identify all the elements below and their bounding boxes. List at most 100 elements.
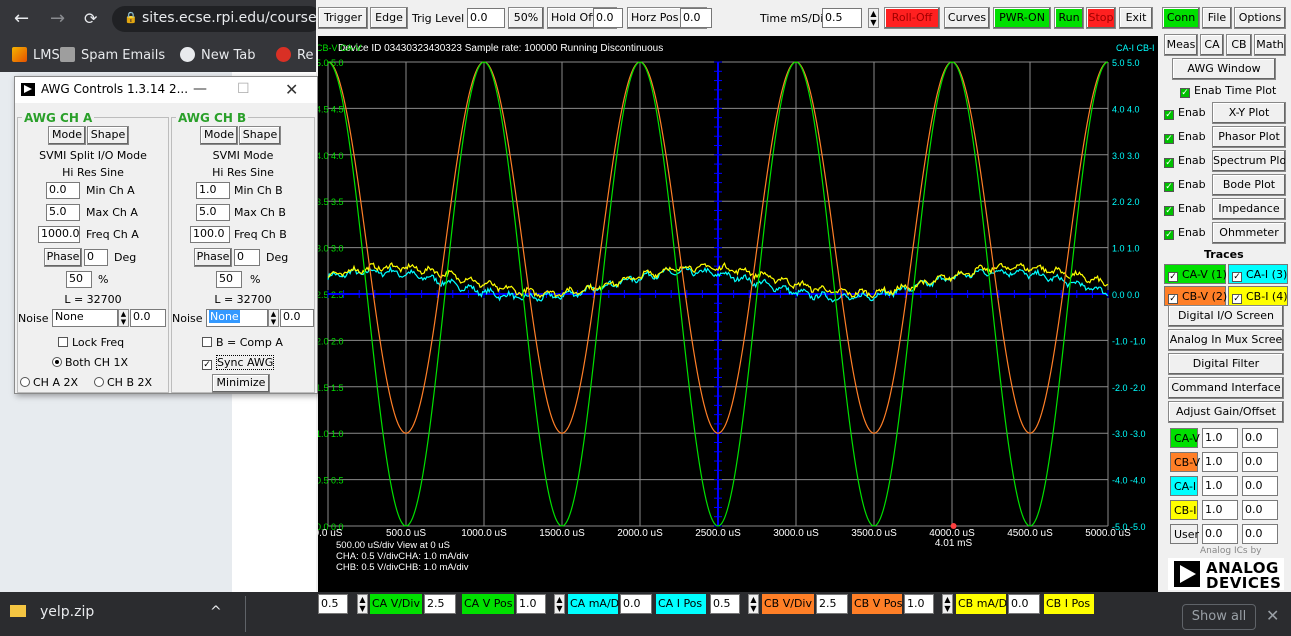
awg-title-bar[interactable]: AWG Controls 1.3.14 2... — ☐ ✕: [15, 77, 317, 103]
enab-checkbox-2[interactable]: ✓ Enab: [1164, 154, 1206, 168]
minimize-button[interactable]: Minimize: [212, 374, 270, 393]
reload-icon[interactable]: ⟳: [84, 9, 98, 28]
back-icon[interactable]: ←: [14, 8, 30, 29]
chevron-up-icon[interactable]: ^: [210, 604, 222, 620]
chb-phase-button[interactable]: Phase: [194, 248, 232, 267]
time-div-spinner[interactable]: ▲ ▼: [868, 8, 879, 28]
tab-file[interactable]: File: [1202, 7, 1232, 29]
awg-window-button[interactable]: AWG Window: [1172, 58, 1276, 80]
tool-button-3[interactable]: Command Interface: [1168, 377, 1284, 399]
lock-freq-checkbox[interactable]: Lock Freq: [58, 336, 124, 349]
bookmark-spam[interactable]: Spam Emails: [60, 47, 165, 63]
offset-input-0[interactable]: 0.0: [1242, 428, 1278, 448]
gain-input-2[interactable]: 1.0: [1202, 476, 1238, 496]
tab-ca[interactable]: CA: [1200, 34, 1224, 56]
maximize-icon[interactable]: ☐: [237, 81, 250, 97]
plot-button-3[interactable]: Bode Plot: [1212, 174, 1286, 196]
stop-button[interactable]: Stop: [1086, 7, 1116, 29]
cb-ipos-input[interactable]: 0.0: [1008, 594, 1040, 614]
cb-idiv-input[interactable]: 1.0: [904, 594, 934, 614]
trace-cb-v-checkbox[interactable]: ✓ CB-V (2): [1164, 286, 1227, 306]
download-item[interactable]: yelp.zip ^: [10, 604, 222, 620]
cha-freq-input[interactable]: 1000.0: [38, 226, 80, 243]
minimize-icon[interactable]: —: [193, 81, 207, 97]
forward-icon[interactable]: →: [50, 8, 66, 29]
gain-input-1[interactable]: 1.0: [1202, 452, 1238, 472]
cha-noise-spinner[interactable]: ▲ ▼: [118, 309, 129, 327]
ca-vdiv-input[interactable]: 0.5: [318, 594, 348, 614]
trig-level-input[interactable]: 0.0: [467, 8, 505, 28]
chb-mode-button[interactable]: Mode: [200, 126, 238, 145]
cha-noise-input[interactable]: 0.0: [130, 309, 166, 327]
chb-freq-input[interactable]: 100.0: [190, 226, 230, 243]
chb-phase-input[interactable]: 0: [234, 249, 260, 266]
ca-vpos-input[interactable]: 2.5: [424, 594, 456, 614]
enab-checkbox-5[interactable]: ✓ Enab: [1164, 226, 1206, 240]
pwr-on-button[interactable]: PWR-ON: [993, 7, 1051, 29]
bookmark-newtab[interactable]: New Tab: [180, 47, 256, 63]
fifty-percent-button[interactable]: 50%: [508, 7, 544, 29]
trigger-button[interactable]: Trigger: [318, 7, 368, 29]
offset-input-1[interactable]: 0.0: [1242, 452, 1278, 472]
cha-noise-select[interactable]: None: [52, 309, 118, 327]
trace-cb-i-checkbox[interactable]: ✓ CB-I (4): [1228, 286, 1288, 306]
trace-ca-i-checkbox[interactable]: ✓ CA-I (3): [1228, 264, 1288, 284]
tab-cb[interactable]: CB: [1226, 34, 1252, 56]
cha-shape-button[interactable]: Shape: [87, 126, 129, 145]
offset-input-2[interactable]: 0.0: [1242, 476, 1278, 496]
cha-duty-input[interactable]: 50: [66, 271, 92, 288]
plot-button-4[interactable]: Impedance: [1212, 198, 1286, 220]
cha-mode-button[interactable]: Mode: [48, 126, 86, 145]
cha-phase-button[interactable]: Phase: [44, 248, 82, 267]
gain-input-4[interactable]: 0.0: [1202, 524, 1238, 544]
ca-ipos-input[interactable]: 0.0: [620, 594, 652, 614]
bookmark-lms[interactable]: LMS: [12, 47, 60, 63]
cha-max-input[interactable]: 5.0: [46, 204, 80, 221]
chb-noise-spinner[interactable]: ▲ ▼: [268, 309, 279, 327]
chb-max-input[interactable]: 5.0: [196, 204, 230, 221]
ca-idiv-spinner[interactable]: ▲ ▼: [554, 594, 565, 614]
tab-meas[interactable]: Meas: [1164, 34, 1198, 56]
scope-plot[interactable]: Device ID 03430323430323 Sample rate: 10…: [318, 36, 1158, 592]
address-bar[interactable]: 🔒 sites.ecse.rpi.edu/courses/S: [112, 6, 322, 32]
run-button[interactable]: Run: [1054, 7, 1084, 29]
sync-awg-checkbox[interactable]: ✓ Sync AWG: [202, 355, 275, 370]
enab-checkbox-0[interactable]: ✓ Enab: [1164, 106, 1206, 120]
ca-idiv-input[interactable]: 1.0: [516, 594, 546, 614]
hold-off-input[interactable]: 0.0: [593, 8, 623, 28]
chb-noise-input[interactable]: 0.0: [280, 309, 314, 327]
ca-vdiv-spinner[interactable]: ▲ ▼: [357, 594, 368, 614]
close-icon[interactable]: ✕: [285, 80, 299, 99]
chb-2x-radio[interactable]: CH B 2X: [94, 376, 152, 389]
tool-button-0[interactable]: Digital I/O Screen: [1168, 305, 1284, 327]
b-comp-a-checkbox[interactable]: B = Comp A: [202, 336, 283, 349]
tab-math[interactable]: Math: [1254, 34, 1286, 56]
offset-input-4[interactable]: 0.0: [1242, 524, 1278, 544]
edge-button[interactable]: Edge: [370, 7, 408, 29]
tool-button-2[interactable]: Digital Filter: [1168, 353, 1284, 375]
roll-off-button[interactable]: Roll-Off: [884, 7, 940, 29]
tab-conn[interactable]: Conn: [1162, 7, 1200, 29]
cb-vdiv-spinner[interactable]: ▲ ▼: [748, 594, 759, 614]
tool-button-4[interactable]: Adjust Gain/Offset: [1168, 401, 1284, 423]
bookmark-re[interactable]: Re: [276, 47, 313, 63]
chb-noise-select[interactable]: None: [206, 309, 268, 327]
plot-button-0[interactable]: X-Y Plot: [1212, 102, 1286, 124]
exit-button[interactable]: Exit: [1119, 7, 1153, 29]
enab-checkbox-4[interactable]: ✓ Enab: [1164, 202, 1206, 216]
chb-shape-button[interactable]: Shape: [239, 126, 281, 145]
show-all-button[interactable]: Show all: [1182, 604, 1256, 630]
tool-button-1[interactable]: Analog In Mux Scree: [1168, 329, 1284, 351]
tab-options[interactable]: Options: [1234, 7, 1286, 29]
cb-vpos-input[interactable]: 2.5: [816, 594, 848, 614]
cha-phase-input[interactable]: 0: [84, 249, 108, 266]
curves-button[interactable]: Curves: [944, 7, 990, 29]
plot-button-1[interactable]: Phasor Plot: [1212, 126, 1286, 148]
cha-2x-radio[interactable]: CH A 2X: [20, 376, 78, 389]
enab-checkbox-1[interactable]: ✓ Enab: [1164, 130, 1206, 144]
plot-button-2[interactable]: Spectrum Plo: [1212, 150, 1286, 172]
chb-duty-input[interactable]: 50: [216, 271, 242, 288]
horz-pos-input[interactable]: 0.0: [680, 8, 712, 28]
time-div-input[interactable]: 0.5: [822, 8, 862, 28]
offset-input-3[interactable]: 0.0: [1242, 500, 1278, 520]
